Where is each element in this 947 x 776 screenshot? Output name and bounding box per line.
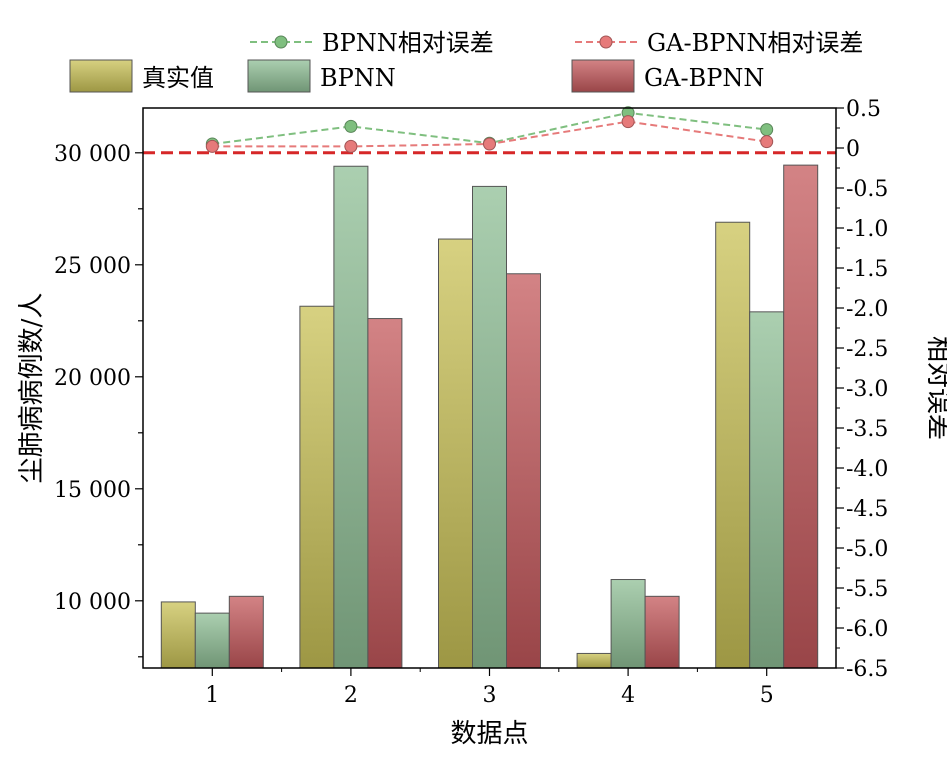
- y2-tick-label: -3.0: [846, 377, 888, 402]
- y2-tick-label: -5.5: [846, 577, 888, 602]
- y2-tick-label: -0.5: [846, 177, 888, 202]
- bar-BPNN-2: [333, 165, 369, 669]
- point-GA-BPNN相对误差-4: [621, 115, 635, 129]
- bar-GA-BPNN-5: [783, 164, 819, 669]
- legend-label-BPNN: BPNN: [320, 64, 396, 92]
- y2-tick-label: -4.0: [846, 457, 888, 482]
- bar-BPNN-5: [749, 311, 785, 669]
- y2-tick-label: -1.0: [846, 217, 888, 242]
- point-BPNN相对误差-2: [344, 119, 358, 133]
- y2-tick-label: 0: [846, 137, 860, 162]
- legend-label-真实值: 真实值: [142, 64, 214, 92]
- legend-swatch-BPNN: [247, 59, 311, 93]
- bar-BPNN-4: [610, 579, 646, 669]
- y2-tick-label: -4.5: [846, 497, 888, 522]
- point-GA-BPNN相对误差-3: [483, 137, 496, 151]
- legend-marker-GA-BPNN相对误差: [599, 35, 613, 49]
- y2-axis-title: 相对误差: [923, 336, 947, 440]
- y2-tick-label: -6.0: [846, 617, 888, 642]
- axis-labels: 数据点 尘肺病病例数/人 相对误差: [17, 293, 947, 749]
- bar-GA-BPNN-2: [367, 318, 403, 669]
- x-tick-label: 3: [483, 683, 497, 708]
- point-BPNN相对误差-5: [760, 123, 774, 137]
- y2-tick-label: -2.5: [846, 337, 888, 362]
- legend-swatch-GA-BPNN: [571, 59, 635, 93]
- legend-label-BPNN相对误差: BPNN相对误差: [322, 29, 494, 57]
- bar-真实值-5: [715, 221, 751, 669]
- y-tick-label: 10 000: [54, 590, 131, 615]
- axes: 10 000 15 000 20 000 25 000 30 000 0.5 0 -0.5 -1…: [54, 97, 888, 708]
- y-axis-title: 尘肺病病例数/人: [17, 293, 47, 484]
- bar-真实值-1: [160, 601, 196, 669]
- point-GA-BPNN相对误差-5: [760, 135, 774, 149]
- bar-真实值-4: [576, 652, 612, 669]
- bar-GA-BPNN-1: [228, 595, 264, 669]
- y-tick-label: 15 000: [54, 478, 131, 503]
- legend-label-GA-BPNN相对误差: GA-BPNN相对误差: [647, 29, 863, 57]
- bars: [160, 164, 819, 669]
- y-tick-label: 30 000: [54, 142, 131, 167]
- y-tick-label: 25 000: [54, 254, 131, 279]
- y2-tick-label: -6.5: [846, 657, 888, 682]
- legend-marker-BPNN相对误差: [274, 35, 288, 49]
- x-tick-label: 4: [621, 683, 635, 708]
- legend-label-GA-BPNN: GA-BPNN: [644, 64, 764, 92]
- x-tick-label: 5: [760, 683, 774, 708]
- error-lines: [205, 106, 774, 153]
- bar-BPNN-1: [194, 612, 230, 669]
- y2-tick-label: -3.5: [846, 417, 888, 442]
- bar-GA-BPNN-3: [506, 273, 541, 669]
- x-tick-label: 2: [344, 683, 358, 708]
- bar-真实值-2: [299, 305, 335, 669]
- y2-tick-label: -1.5: [846, 257, 888, 282]
- legend-swatch-真实值: [69, 59, 133, 93]
- bar-GA-BPNN-4: [644, 595, 680, 669]
- y2-tick-label: 0.5: [846, 97, 881, 122]
- x-axis-title: 数据点: [450, 719, 528, 749]
- y-tick-label: 20 000: [54, 366, 131, 391]
- bar-真实值-3: [438, 238, 473, 669]
- x-tick-label: 1: [205, 683, 219, 708]
- point-GA-BPNN相对误差-2: [344, 139, 358, 153]
- y2-tick-label: -2.0: [846, 297, 888, 322]
- y2-tick-label: -5.0: [846, 537, 888, 562]
- bar-BPNN-3: [472, 185, 507, 669]
- point-GA-BPNN相对误差-1: [205, 139, 219, 153]
